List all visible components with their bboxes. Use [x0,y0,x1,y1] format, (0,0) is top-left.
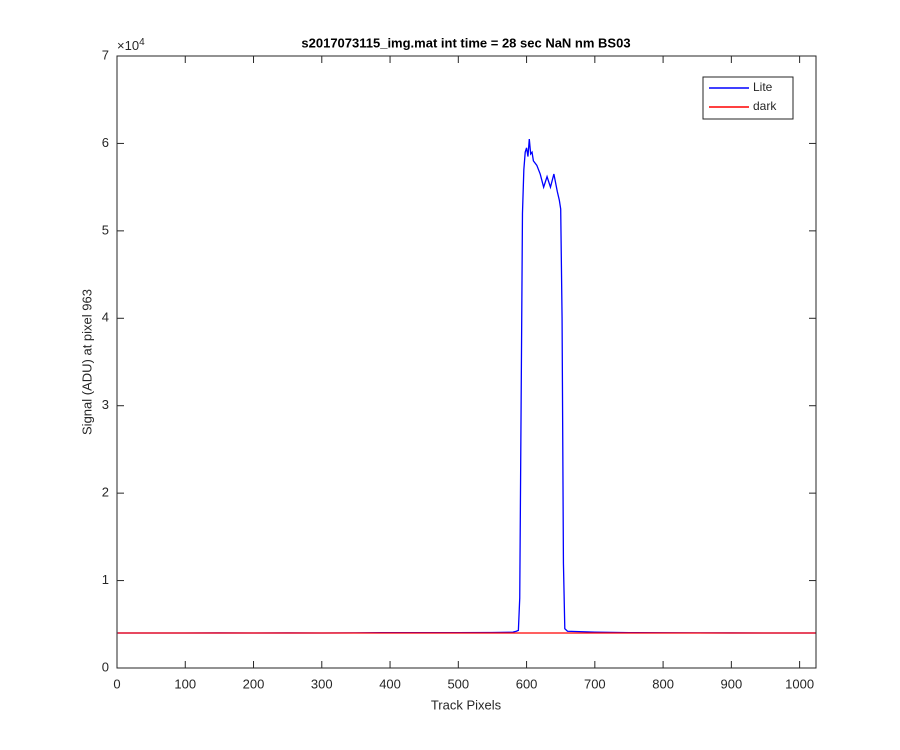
x-tick-label: 800 [652,676,674,691]
y-axis-label: Signal (ADU) at pixel 963 [79,289,94,435]
x-axis-label: Track Pixels [431,697,502,712]
exponent-power: 4 [139,37,145,48]
legend: Lite dark [702,76,794,120]
x-tick-label: 0 [113,676,120,691]
x-tick-label: 300 [311,676,333,691]
y-tick-label: 0 [102,659,109,674]
y-tick-label: 1 [102,572,109,587]
y-tick-label: 3 [102,397,109,412]
y-exponent: ×104 [117,37,145,54]
chart-title: s2017073115_img.mat int time = 28 sec Na… [301,35,630,50]
legend-label: dark [753,99,777,113]
y-tick-label: 2 [102,485,109,500]
x-tick-label: 900 [721,676,743,691]
x-tick-label: 500 [447,676,469,691]
legend-box [702,76,794,120]
x-tick-label: 100 [174,676,196,691]
x-tick-label: 1000 [785,676,814,691]
y-tick-label: 6 [102,135,109,150]
y-tick-label: 5 [102,222,109,237]
exponent-base: ×10 [117,38,139,53]
plot-frame [116,55,817,669]
x-tick-label: 200 [243,676,265,691]
x-tick-label: 400 [379,676,401,691]
x-tick-label: 600 [516,676,538,691]
x-tick-label: 700 [584,676,606,691]
y-tick-label: 4 [102,310,109,325]
y-tick-label: 7 [102,47,109,62]
legend-label: Lite [753,80,773,94]
